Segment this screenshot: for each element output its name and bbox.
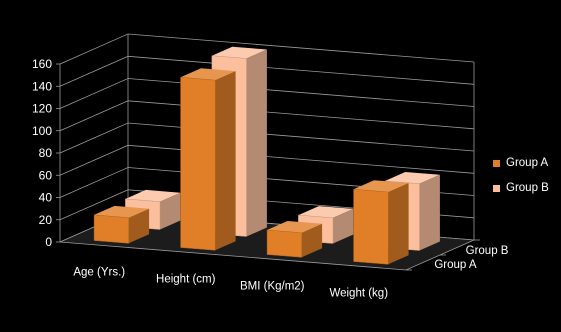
bar-top xyxy=(94,205,150,218)
depth-tick-label: Group B xyxy=(466,245,509,257)
gridline xyxy=(59,144,475,176)
bar-top xyxy=(298,206,354,218)
bar-top xyxy=(384,172,440,184)
y-tick-label: 80 xyxy=(39,146,53,160)
bar-group-a-0 xyxy=(93,205,150,244)
bar-group-a-2 xyxy=(266,221,323,258)
bar-front xyxy=(93,214,129,244)
bar-side xyxy=(246,49,267,237)
bar-group-a-1 xyxy=(180,68,236,251)
bar-side xyxy=(419,174,440,251)
y-tick-label: 100 xyxy=(32,124,52,138)
legend: Group A Group B xyxy=(493,151,549,201)
gridline xyxy=(59,33,475,65)
gridline xyxy=(59,78,475,109)
bar-top xyxy=(267,221,323,233)
legend-swatch-group-b xyxy=(493,185,500,192)
x-tick-label: Age (Yrs.) xyxy=(73,267,125,279)
bar-group-b-2 xyxy=(298,206,354,244)
bar-side xyxy=(215,71,236,251)
bar-side xyxy=(388,183,409,265)
bar-side xyxy=(160,192,181,230)
gridline xyxy=(59,55,475,87)
x-axis-labels: Age (Yrs.) Height (cm) BMI (Kg/m2) Weight (… xyxy=(73,267,388,300)
y-tick-label: 0 xyxy=(45,235,52,249)
bar-group-a-3 xyxy=(353,180,409,265)
legend-item-group-a: Group A xyxy=(493,151,549,176)
y-tick-label: 120 xyxy=(32,102,52,116)
x-tick-label: BMI (Kg/m2) xyxy=(240,281,305,293)
bar-top xyxy=(180,68,236,81)
bar-top xyxy=(125,189,181,202)
legend-label-group-b: Group B xyxy=(506,182,549,194)
legend-item-group-b: Group B xyxy=(493,176,549,201)
bar-front xyxy=(180,77,216,251)
x-tick-label: Weight (kg) xyxy=(329,288,388,300)
y-tick-label: 60 xyxy=(39,168,53,182)
y-tick-label: 40 xyxy=(39,191,53,205)
bar-front xyxy=(266,229,302,258)
gridline xyxy=(59,122,475,154)
bar-top xyxy=(211,46,267,59)
bars xyxy=(93,46,440,265)
bar-top xyxy=(353,180,409,192)
depth-tick-label: Group A xyxy=(434,259,477,271)
bar-side xyxy=(333,208,354,244)
gridline xyxy=(59,100,475,132)
depth-axis-labels: Group A Group B xyxy=(434,245,508,271)
legend-swatch-group-a xyxy=(493,160,500,167)
y-tick-label: 20 xyxy=(39,213,53,227)
gridlines xyxy=(59,33,475,243)
legend-label-group-a: Group A xyxy=(506,157,549,169)
x-tick-label: Height (cm) xyxy=(156,274,216,286)
y-axis-ticks: 0 20 40 60 80 100 120 140 160 xyxy=(32,57,60,249)
bar-side xyxy=(128,208,150,244)
bar-front xyxy=(353,188,389,265)
bar-side xyxy=(301,223,323,258)
y-tick-label: 140 xyxy=(32,79,52,93)
y-tick-label: 160 xyxy=(32,57,52,71)
